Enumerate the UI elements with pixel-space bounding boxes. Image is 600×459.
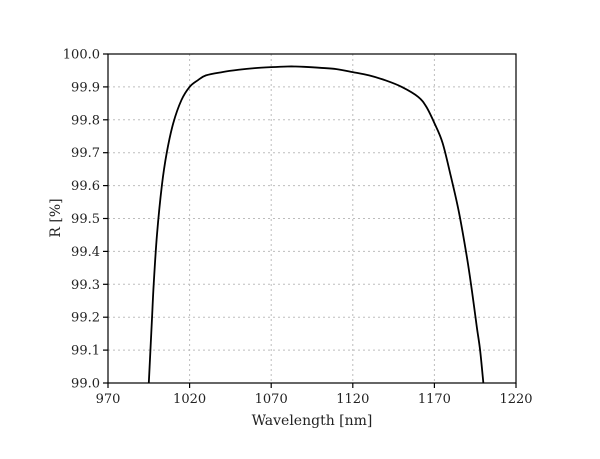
- y-tick-label: 99.5: [71, 212, 100, 227]
- x-axis-title: Wavelength [nm]: [252, 413, 373, 429]
- y-tick-label: 99.8: [71, 113, 100, 128]
- y-tick-label: 100.0: [63, 48, 100, 63]
- x-tick-label: 1070: [255, 392, 288, 407]
- y-tick-label: 99.3: [71, 278, 100, 293]
- x-tick-label: 970: [96, 392, 121, 407]
- y-tick-labels: 99.0 99.1 99.2 99.3 99.4 99.5 99.6 99.7 99.8 99.9…: [63, 48, 100, 392]
- y-tick-label: 99.1: [71, 344, 100, 359]
- grid-lines: [108, 54, 516, 383]
- x-tick-label: 1020: [173, 392, 206, 407]
- x-tick-label: 1220: [499, 392, 532, 407]
- y-tick-label: 99.0: [71, 377, 100, 392]
- y-tick-label: 99.2: [71, 311, 100, 326]
- y-tick-label: 99.7: [71, 146, 100, 161]
- reflectance-curve: [147, 65, 485, 384]
- y-axis-title: R [%]: [48, 198, 64, 237]
- y-tick-label: 99.9: [71, 80, 100, 95]
- y-tick-label: 99.4: [71, 245, 100, 260]
- x-tick-labels: 970 1020 1070 1120 1170 1220: [96, 392, 533, 407]
- x-tick-label: 1120: [336, 392, 369, 407]
- tick-marks: [103, 53, 517, 388]
- x-tick-label: 1170: [418, 392, 451, 407]
- y-tick-label: 99.6: [71, 179, 100, 194]
